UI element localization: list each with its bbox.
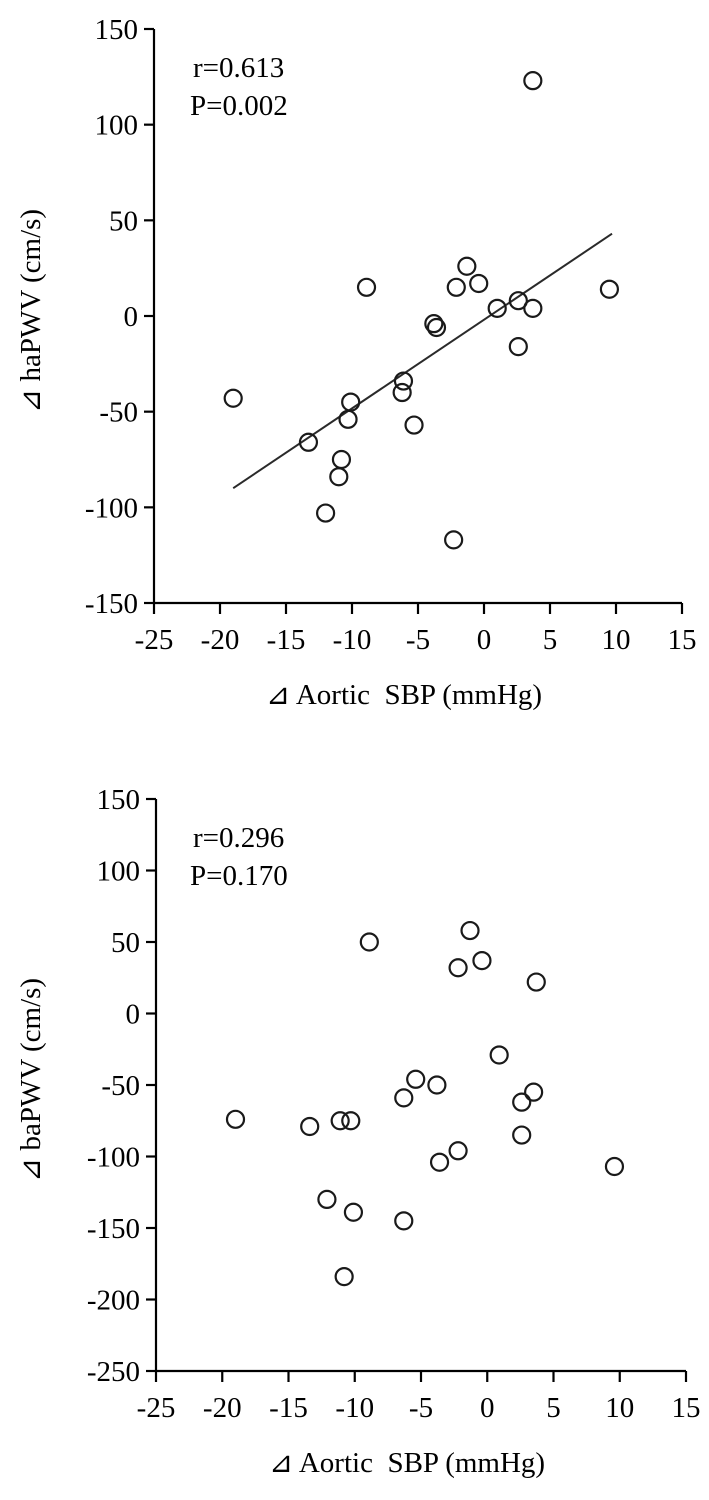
- y-tick-label: 100: [97, 856, 141, 888]
- data-point-marker: [469, 273, 489, 294]
- chart-haPWV-vs-aortic-sbp: 150 100 50 0 -50 -100 -150 -25 -20 -15 -10 -5 0 5 10 15…: [15, 14, 697, 711]
- y-tick-label: -200: [87, 1285, 140, 1317]
- data-point-marker: [512, 1092, 532, 1112]
- data-point-marker: [225, 1109, 246, 1129]
- x-tick-label: -20: [203, 1392, 242, 1424]
- x-tick-label: 5: [546, 1392, 561, 1424]
- x-tick-label: -10: [333, 624, 372, 656]
- data-point-marker: [394, 1088, 414, 1108]
- data-point-marker: [404, 415, 424, 435]
- x-tick-label: -20: [201, 624, 240, 656]
- data-point-marker: [341, 392, 361, 412]
- y-tick-label: -100: [85, 492, 138, 524]
- data-point-marker: [604, 1156, 625, 1177]
- x-tick-label: 10: [605, 1392, 634, 1424]
- x-tick-label: -25: [135, 624, 174, 656]
- x-tick-label: 15: [672, 1392, 701, 1424]
- y-tick-label: -250: [87, 1356, 140, 1388]
- data-point-marker: [343, 1202, 364, 1222]
- data-point-marker: [298, 432, 319, 452]
- data-point-marker: [429, 1152, 450, 1172]
- data-point-marker: [317, 1189, 337, 1209]
- x-tick-label: -5: [409, 1392, 433, 1424]
- data-point-marker: [526, 972, 546, 992]
- x-tick-label: -10: [335, 1392, 374, 1424]
- data-point-marker: [329, 467, 349, 487]
- data-point-marker: [393, 371, 414, 391]
- p-value-annotation: P=0.170: [190, 860, 288, 892]
- data-point-marker: [427, 1075, 447, 1095]
- data-point-marker: [424, 314, 444, 334]
- data-point-marker: [487, 298, 507, 318]
- y-tick-label: 50: [109, 205, 138, 237]
- data-point-marker: [359, 932, 379, 952]
- x-axis-title: ⊿ Aortic SBP (mmHg): [269, 1447, 545, 1479]
- data-point-marker: [331, 449, 352, 470]
- y-tick-label: -50: [99, 397, 138, 429]
- data-point-marker: [460, 920, 480, 941]
- y-tick-label: 0: [124, 301, 139, 333]
- data-point-marker: [508, 337, 528, 357]
- data-point-marker: [300, 1116, 320, 1137]
- x-tick-label: 0: [477, 624, 492, 656]
- regression-line: [232, 232, 613, 490]
- data-point-marker: [523, 71, 543, 91]
- x-tick-label: -15: [267, 624, 306, 656]
- data-point-marker: [223, 388, 243, 408]
- x-tick-label: 5: [543, 624, 558, 656]
- y-tick-label: -150: [87, 1213, 140, 1245]
- data-point-marker: [599, 279, 620, 299]
- data-point-marker: [426, 317, 447, 338]
- data-point-marker: [472, 950, 492, 971]
- data-point-marker: [523, 298, 543, 318]
- data-point-marker: [406, 1069, 426, 1089]
- y-tick-label: -100: [87, 1142, 140, 1174]
- y-tick-label: -150: [85, 588, 138, 620]
- x-tick-label: 10: [602, 624, 631, 656]
- y-tick-label: -50: [101, 1070, 140, 1102]
- data-point-marker: [334, 1267, 354, 1287]
- data-point-marker: [341, 1111, 361, 1131]
- data-point-marker: [330, 1111, 350, 1131]
- x-tick-label: 15: [668, 624, 697, 656]
- data-point-marker: [489, 1045, 509, 1065]
- data-point-marker: [316, 503, 336, 523]
- data-point-marker: [446, 277, 466, 297]
- y-axis-title: ⊿ baPWV (cm/s): [15, 978, 47, 1182]
- chart-baPWV-vs-aortic-sbp: 150 100 50 0 -50 -100 -150 -200 -250 -25 -20 -15 -10…: [0, 760, 709, 1500]
- y-tick-label: 150: [97, 784, 141, 816]
- x-tick-label: -25: [137, 1392, 176, 1424]
- data-point-marker: [394, 1211, 414, 1231]
- y-tick-label: 100: [95, 110, 139, 142]
- x-axis-title: ⊿ Aortic SBP (mmHg): [266, 679, 542, 711]
- data-point-marker: [508, 291, 528, 311]
- y-tick-label: 50: [111, 927, 140, 959]
- x-tick-label: -15: [269, 1392, 308, 1424]
- data-point-marker: [448, 958, 468, 978]
- data-point-marker: [392, 382, 412, 403]
- data-point-marker: [448, 1141, 468, 1161]
- data-point-marker: [512, 1125, 532, 1145]
- x-tick-label: 0: [480, 1392, 495, 1424]
- data-point-marker: [338, 409, 358, 429]
- data-point-marker: [444, 530, 464, 550]
- x-tick-label: -5: [406, 624, 430, 656]
- data-point-marker: [457, 256, 477, 276]
- data-point-marker: [356, 277, 377, 297]
- data-point-marker: [524, 1082, 544, 1102]
- y-tick-label: 150: [95, 14, 139, 46]
- y-axis-title: ⊿ haPWV (cm/s): [15, 209, 47, 413]
- correlation-r-annotation: r=0.296: [193, 822, 284, 854]
- y-tick-label: 0: [126, 999, 141, 1031]
- correlation-r-annotation: r=0.613: [193, 52, 284, 84]
- p-value-annotation: P=0.002: [190, 90, 288, 122]
